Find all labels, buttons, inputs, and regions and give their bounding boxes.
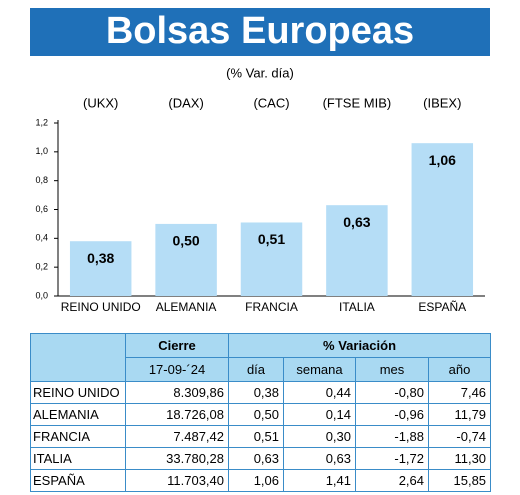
- table-cell: 0,50: [228, 403, 284, 426]
- ticker-label: (DAX): [168, 95, 203, 110]
- table-cell: 11,79: [427, 403, 492, 426]
- table-cell: mes: [355, 357, 429, 382]
- x-tick-label: ALEMANIA: [156, 300, 217, 314]
- x-tick-label: REINO UNIDO: [61, 300, 141, 314]
- value-label: 1,06: [429, 152, 456, 168]
- value-label: 0,51: [258, 231, 285, 247]
- table-cell: FRANCIA: [30, 425, 126, 448]
- bar: [411, 143, 474, 296]
- table-cell: 8.309,86: [125, 381, 229, 404]
- table-cell: 0,30: [283, 425, 356, 448]
- bar: [155, 223, 217, 296]
- x-tick-label: ITALIA: [339, 300, 375, 314]
- table-cell: 17-09-´24: [125, 357, 229, 382]
- table-cell: 0,14: [283, 403, 356, 426]
- table-cell: 11,30: [427, 447, 492, 470]
- ticker-label: (IBEX): [423, 95, 461, 110]
- table-row: ALEMANIA 18.726,08 0,50 0,14 -0,96 11,79: [30, 403, 492, 426]
- table-row: Cierre% Variación: [30, 333, 492, 382]
- y-tick-label: 0,8: [35, 175, 48, 185]
- table-cell: REINO UNIDO: [30, 381, 126, 404]
- bar: [326, 205, 388, 296]
- y-tick-label: 1,0: [35, 146, 48, 156]
- chart-title: Bolsas Europeas: [106, 10, 414, 52]
- table-cell: 7.487,42: [125, 425, 229, 448]
- table-cell: día: [228, 357, 284, 382]
- ticker-label: (UKX): [83, 95, 118, 110]
- table-row: FRANCIA 7.487,42 0,51 0,30 -1,88 -0,74: [30, 425, 492, 448]
- table-cell: semana: [283, 357, 356, 382]
- table-cell: 0,38: [228, 381, 284, 404]
- table-cell: 11.703,40: [125, 469, 229, 492]
- table-cell: 0,44: [283, 381, 356, 404]
- table-cell: año: [427, 357, 492, 382]
- table-cell: -1,72: [355, 447, 429, 470]
- table-cell: -0,96: [355, 403, 429, 426]
- table-cell: 7,46: [427, 381, 492, 404]
- table-cell: [30, 333, 126, 382]
- y-tick-label: 0,2: [35, 262, 48, 272]
- chart: Bolsas Europeas (% Var. día) 0,0 0,2 0,4 0,…: [30, 8, 490, 314]
- bar: [69, 241, 132, 296]
- table-cell: ESPAÑA: [30, 469, 126, 492]
- table-cell: 18.726,08: [125, 403, 229, 426]
- ticker-label: (FTSE MIB): [323, 95, 392, 110]
- y-tick-label: 0,6: [35, 204, 48, 214]
- table-cell: -1,88: [355, 425, 429, 448]
- ticker-label: (CAC): [253, 95, 289, 110]
- table-row: ESPAÑA 11.703,40 1,06 1,41 2,64 15,85: [30, 469, 492, 492]
- table-cell: Cierre: [125, 333, 229, 358]
- table-cell: 1,06: [228, 469, 284, 492]
- table-cell: 2,64: [355, 469, 429, 492]
- title-banner: [30, 8, 490, 56]
- data-table: Cierre% Variación 17-09-´24 día semana mes añ…: [30, 333, 492, 492]
- table-row: ITALIA 33.780,28 0,63 0,63 -1,72 11,30: [30, 447, 492, 470]
- x-tick-label: FRANCIA: [245, 300, 298, 314]
- table-row: 17-09-´24 día semana mes año: [31, 357, 492, 382]
- table-cell: -0,74: [427, 425, 492, 448]
- table-cell: % Variación: [227, 333, 492, 358]
- table-cell: 1,41: [283, 469, 356, 492]
- table-cell: ALEMANIA: [30, 403, 126, 426]
- y-tick-label: 0,0: [35, 290, 48, 300]
- y-tick-label: 0,4: [35, 233, 48, 243]
- table-cell: 15,85: [427, 469, 492, 492]
- value-label: 0,38: [87, 250, 114, 266]
- bar: [240, 222, 303, 296]
- value-label: 0,63: [343, 214, 370, 230]
- table-cell: ITALIA: [30, 447, 126, 470]
- table-cell: -0,80: [355, 381, 429, 404]
- table-cell: 0,63: [228, 447, 284, 470]
- table-cell: 0,51: [228, 425, 284, 448]
- value-label: 0,50: [172, 233, 199, 249]
- chart-subtitle: (% Var. día): [226, 65, 294, 80]
- x-tick-label: ESPAÑA: [418, 300, 466, 314]
- table-cell: 33.780,28: [125, 447, 229, 470]
- table-row: REINO UNIDO 8.309,86 0,38 0,44 -0,80 7,46: [30, 381, 492, 404]
- y-tick-label: 1,2: [35, 117, 48, 127]
- table-cell: 0,63: [283, 447, 356, 470]
